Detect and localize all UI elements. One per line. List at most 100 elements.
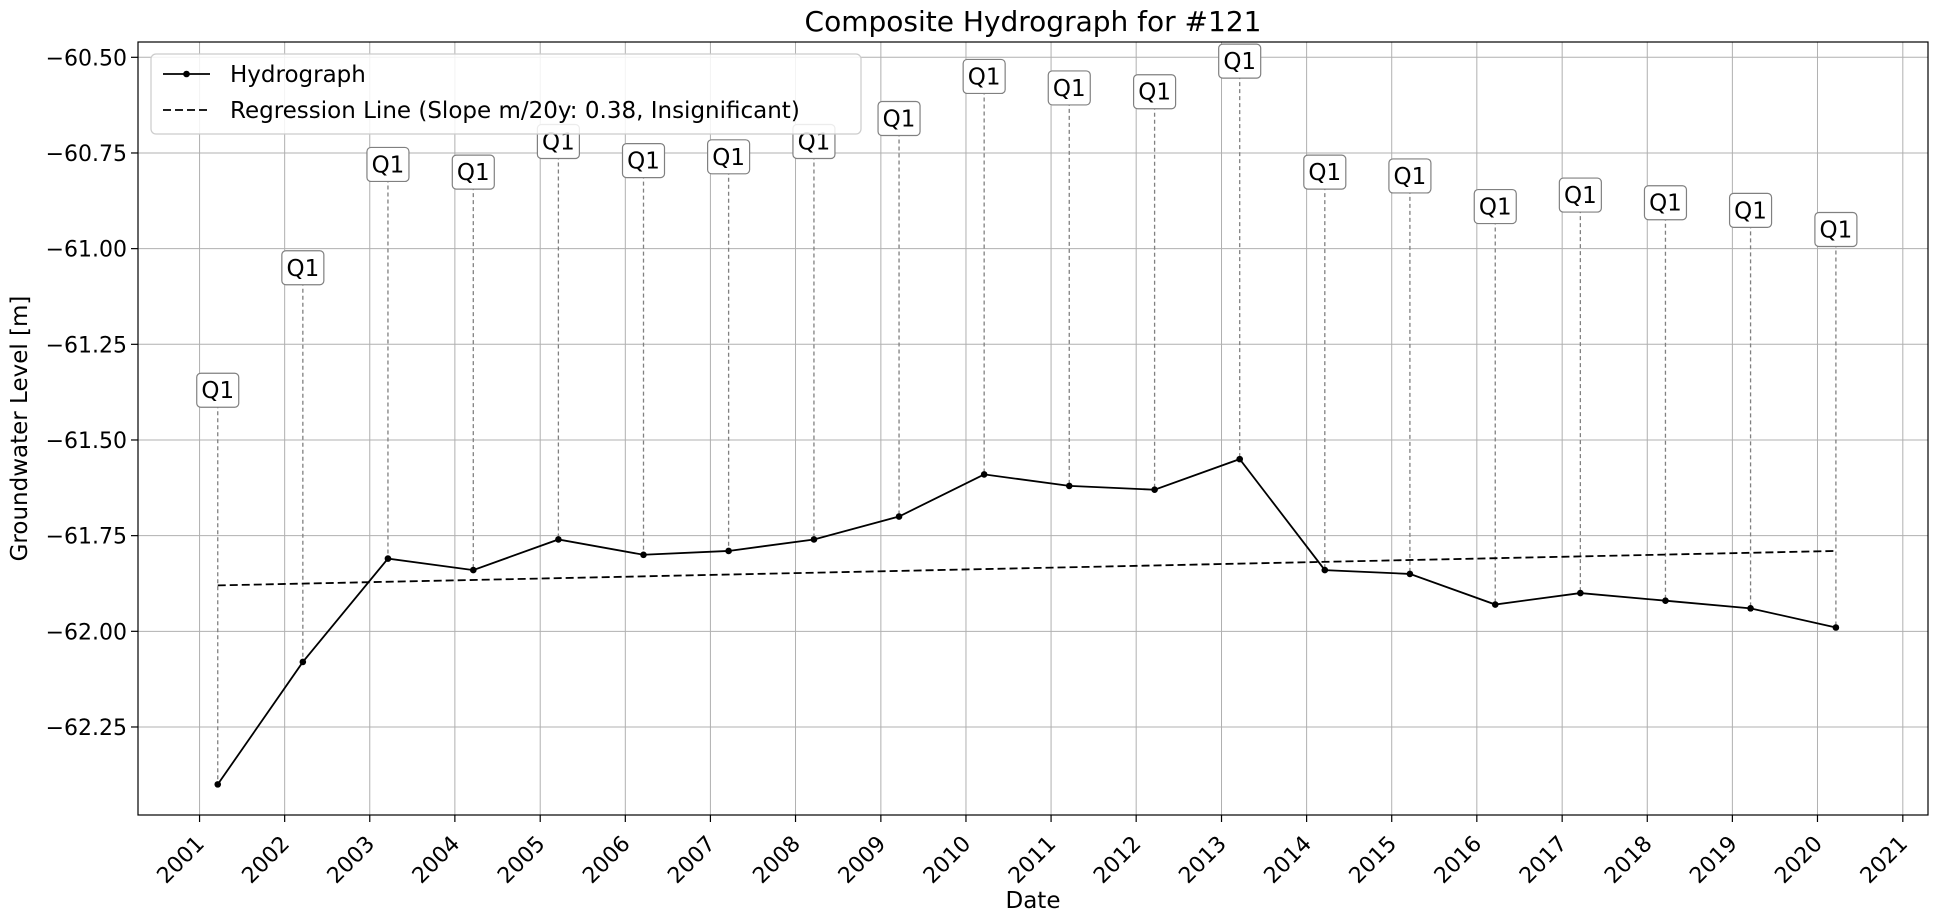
annotation-label: Q1 <box>1564 183 1597 209</box>
annotation-q1: Q1 <box>1643 185 1688 221</box>
y-tick-label: −60.75 <box>46 142 127 167</box>
annotation-label: Q1 <box>1053 76 1086 102</box>
annotation-q1: Q1 <box>1558 177 1602 213</box>
hydrograph-point <box>299 658 307 666</box>
x-tick-label: 2015 <box>1345 832 1402 889</box>
x-tick-label: 2001 <box>153 832 210 889</box>
y-tick-label: −62.25 <box>46 716 127 741</box>
series-markers <box>214 455 1840 788</box>
legend-label: Hydrograph <box>230 62 366 88</box>
annotation-box <box>451 154 495 190</box>
annotation-box <box>1558 177 1602 213</box>
annotation-box <box>1047 70 1091 106</box>
legend: Hydrograph Regression Line (Slope m/20y: … <box>150 53 862 135</box>
plot-frame <box>137 41 1929 816</box>
x-axis-ticks: 2001 2002 2003 2004 2005 2006 2007 2008 2009 2010… <box>153 815 1913 889</box>
annotation-box <box>707 139 751 175</box>
hydrograph-point <box>895 513 903 520</box>
annotation-q1: Q1 <box>1814 211 1858 248</box>
annotation-label: Q1 <box>1479 195 1512 221</box>
y-tick-label: −61.75 <box>46 525 127 550</box>
x-tick-label: 2016 <box>1430 832 1487 889</box>
x-tick-label: 2005 <box>493 832 550 889</box>
y-axis-label: Groundwater Level [m] <box>7 296 33 562</box>
annotation-q1: Q1 <box>1132 74 1177 110</box>
hydrograph-point <box>640 551 647 559</box>
annotation-q1: Q1 <box>1218 43 1262 79</box>
annotation-label: Q1 <box>372 152 405 178</box>
hydrograph-point <box>1236 455 1243 463</box>
x-tick-label: 2018 <box>1600 832 1657 889</box>
annotation-label: Q1 <box>201 378 234 404</box>
hydrograph-point <box>1577 589 1584 597</box>
legend-box <box>150 53 862 135</box>
hydrograph-point <box>1406 570 1414 578</box>
hydrograph-point <box>980 471 988 478</box>
x-tick-label: 2014 <box>1260 832 1317 889</box>
annotation-label: Q1 <box>1394 164 1427 190</box>
annotation-q1: Q1 <box>877 100 921 137</box>
hydrograph-point <box>214 781 222 788</box>
annotation-label: Q1 <box>968 64 1001 90</box>
annotation-box <box>196 372 240 408</box>
x-tick-label: 2004 <box>408 832 465 889</box>
hydrograph-point <box>1491 601 1499 608</box>
annotation-label: Q1 <box>1308 160 1341 186</box>
y-axis-ticks: −60.50 −60.75 −61.00 −61.25 −61.50 −61.75 −62.… <box>46 46 138 741</box>
y-tick-label: −62.00 <box>46 620 127 645</box>
annotation-box <box>877 100 921 137</box>
annotation-q1: Q1 <box>1047 70 1091 106</box>
annotation-q1: Q1 <box>281 250 325 286</box>
annotation-q1: Q1 <box>451 154 495 190</box>
annotation-box <box>281 250 325 286</box>
hydrograph-line <box>217 458 1837 785</box>
chart-title: Composite Hydrograph for #121 <box>805 5 1262 38</box>
x-tick-label: 2019 <box>1685 832 1742 889</box>
annotation-label: Q1 <box>883 107 916 133</box>
annotation-box <box>1643 185 1688 221</box>
hydrograph-point <box>555 536 562 543</box>
x-tick-label: 2003 <box>323 832 380 889</box>
hydrograph-point <box>1065 482 1073 490</box>
hydrograph-point <box>810 536 818 543</box>
annotation-label: Q1 <box>1649 191 1682 217</box>
annotation-box <box>1473 188 1517 225</box>
x-tick-label: 2020 <box>1770 832 1827 889</box>
series-lines <box>217 458 1837 785</box>
annotation-label: Q1 <box>1223 49 1256 75</box>
annotation-label: Q1 <box>286 256 319 282</box>
annotation-q1: Q1 <box>1473 188 1517 225</box>
annotation-box <box>366 146 410 183</box>
x-tick-label: 2021 <box>1856 832 1913 889</box>
x-tick-label: 2017 <box>1515 832 1572 889</box>
annotation-label: Q1 <box>1138 80 1171 106</box>
x-tick-label: 2008 <box>748 832 805 889</box>
hydrograph-point <box>1662 597 1669 605</box>
annotation-q1: Q1 <box>196 372 240 408</box>
legend-label: Regression Line (Slope m/20y: 0.38, Insi… <box>230 98 800 124</box>
hydrograph-point <box>725 547 732 555</box>
y-tick-label: −61.50 <box>46 429 127 454</box>
annotation-box <box>1388 158 1432 194</box>
annotation-box <box>1218 43 1262 79</box>
annotation-label: Q1 <box>1734 198 1767 224</box>
x-tick-label: 2006 <box>578 832 635 889</box>
annotation-q1: Q1 <box>366 146 410 183</box>
annotation-label: Q1 <box>712 145 745 171</box>
x-tick-label: 2011 <box>1004 832 1061 889</box>
x-tick-label: 2009 <box>834 832 891 889</box>
annotation-box <box>962 58 1006 95</box>
hydrograph-point <box>469 566 477 574</box>
annotation-q1: Q1 <box>1728 192 1773 228</box>
x-tick-label: 2002 <box>238 832 295 889</box>
hydrograph-point <box>384 555 392 562</box>
annotation-label: Q1 <box>1820 218 1853 244</box>
x-tick-label: 2012 <box>1089 832 1146 889</box>
x-tick-label: 2007 <box>663 832 720 889</box>
annotation-label: Q1 <box>627 149 660 175</box>
hydrograph-point <box>1151 486 1158 494</box>
x-tick-label: 2013 <box>1174 832 1231 889</box>
annotation-q1: Q1 <box>707 139 751 175</box>
annotation-q1: Q1 <box>621 143 666 179</box>
